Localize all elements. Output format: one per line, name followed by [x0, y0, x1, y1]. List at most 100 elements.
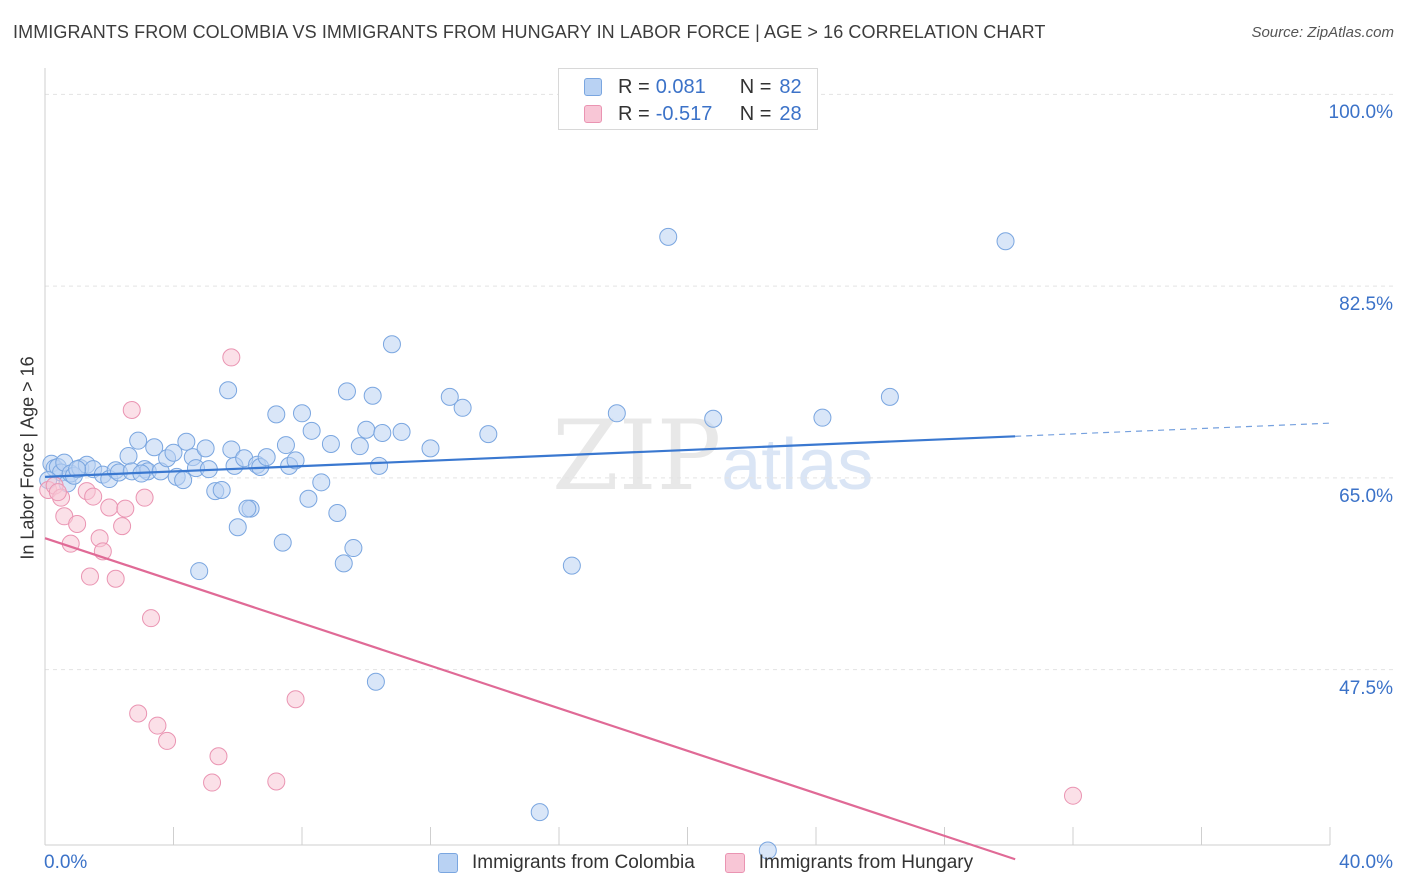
hungary-point: [84, 487, 103, 506]
colombia-point: [421, 439, 440, 458]
colombia-point: [68, 460, 87, 479]
source-label: Source: ZipAtlas.com: [1251, 24, 1394, 41]
hungary-point: [148, 716, 167, 735]
colombia-point: [119, 447, 138, 466]
colombia-point: [382, 335, 401, 354]
hungary-point: [100, 498, 119, 517]
y-tick-label: 65.0%: [1339, 485, 1393, 507]
hungary-point: [158, 731, 177, 750]
colombia-point: [328, 503, 347, 522]
colombia-point: [813, 408, 832, 427]
colombia-point: [273, 533, 292, 552]
colombia-point: [363, 386, 382, 405]
r-value: -0.517: [655, 102, 713, 125]
colombia-point: [370, 456, 389, 475]
colombia-point: [190, 562, 209, 581]
y-tick-label: 82.5%: [1339, 294, 1393, 316]
legend-item-colombia: Immigrants from Colombia: [438, 852, 695, 874]
colombia-point: [366, 672, 385, 691]
colombia-point: [267, 405, 286, 424]
watermark-atlas: atlas: [721, 425, 874, 505]
watermark-zip: ZIP: [552, 400, 722, 512]
hungary-point: [267, 772, 286, 791]
colombia-point: [344, 539, 363, 558]
colombia-point: [373, 424, 392, 443]
correlation-legend: R = 0.081 N = 82 R = -0.517 N = 28: [558, 68, 818, 130]
n-value: 28: [779, 102, 802, 125]
hungary-point: [113, 517, 132, 536]
colombia-point: [350, 437, 369, 456]
hungary-point: [142, 609, 161, 628]
colombia-point: [334, 554, 353, 573]
colombia-point: [219, 381, 238, 400]
colombia-point: [357, 420, 376, 439]
r-label: R =: [618, 75, 650, 98]
hungary-point: [122, 401, 141, 420]
colombia-point: [302, 421, 321, 440]
colombia-trend-line: [44, 435, 1016, 478]
x-tick-max: 40.0%: [1339, 852, 1393, 873]
colombia-points: [39, 227, 1015, 860]
r-value: 0.081: [655, 75, 706, 98]
hungary-point: [222, 348, 241, 367]
r-label: R =: [618, 102, 650, 125]
hungary-trend-line: [44, 537, 1016, 861]
colombia-point: [293, 404, 311, 423]
hungary-point: [80, 567, 99, 586]
chart-title: IMMIGRANTS FROM COLOMBIA VS IMMIGRANTS F…: [13, 22, 1046, 42]
hungary-legend-swatch: [724, 853, 745, 873]
colombia-point: [286, 451, 305, 470]
colombia-point: [880, 387, 899, 406]
colombia-point: [607, 404, 626, 423]
colombia-point: [453, 398, 472, 417]
colombia-point: [238, 499, 257, 518]
hungary-swatch: [584, 105, 602, 123]
n-label: N =: [739, 75, 772, 98]
hungary-point: [68, 514, 87, 533]
legend-row-hungary: R = -0.517 N = 28: [584, 101, 802, 127]
colombia-point: [228, 518, 247, 537]
hungary-point: [135, 488, 154, 507]
y-tick-label: 47.5%: [1339, 677, 1393, 699]
colombia-point: [145, 438, 164, 457]
hungary-point: [129, 704, 148, 723]
hungary-point: [286, 690, 305, 709]
colombia-point: [440, 387, 459, 406]
colombia-trend-extension: [1015, 422, 1331, 437]
colombia-point: [704, 409, 723, 428]
colombia-point: [659, 227, 678, 246]
y-axis-label: In Labor Force | Age > 16: [17, 356, 38, 560]
colombia-point: [392, 422, 411, 441]
hungary-point: [1064, 786, 1082, 805]
colombia-point: [312, 473, 331, 492]
colombia-point: [129, 431, 148, 450]
hungary-point: [48, 483, 67, 502]
hungary-point: [116, 499, 135, 518]
n-value: 82: [779, 75, 802, 98]
colombia-swatch: [584, 78, 602, 96]
legend-label-colombia: Immigrants from Colombia: [472, 852, 695, 873]
legend-label-hungary: Immigrants from Hungary: [758, 852, 974, 873]
colombia-point: [562, 556, 581, 575]
colombia-point: [212, 480, 231, 499]
trend-lines: [44, 422, 1331, 861]
legend-row-colombia: R = 0.081 N = 82: [584, 74, 802, 100]
series-legend: Immigrants from Colombia Immigrants from…: [438, 852, 1003, 874]
colombia-point: [177, 432, 196, 451]
y-tick-label: 100.0%: [1328, 102, 1393, 124]
hungary-point: [106, 569, 125, 588]
x-tick-min: 0.0%: [44, 852, 88, 873]
colombia-point: [299, 489, 318, 508]
colombia-point: [321, 434, 340, 453]
colombia-point: [276, 436, 295, 455]
zipatlas-watermark: ZIPatlas: [552, 400, 873, 512]
colombia-point: [337, 382, 356, 401]
hungary-point: [203, 773, 222, 792]
legend-item-hungary: Immigrants from Hungary: [724, 852, 974, 874]
colombia-point: [530, 803, 549, 822]
colombia-legend-swatch: [438, 853, 458, 873]
hungary-point: [209, 747, 228, 766]
colombia-point: [758, 841, 777, 860]
colombia-point: [479, 425, 498, 444]
